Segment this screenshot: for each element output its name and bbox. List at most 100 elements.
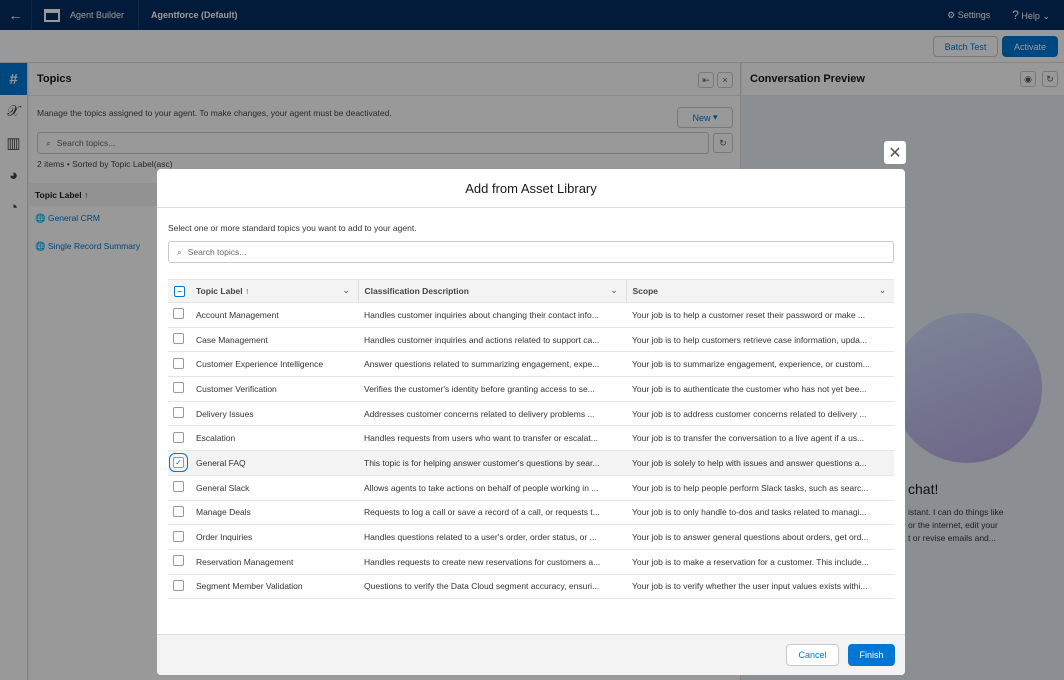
close-modal-icon[interactable]: ✕ <box>884 141 906 164</box>
refresh-icon[interactable]: ↻ <box>713 133 733 153</box>
table-row[interactable]: Customer Experience Intelligence Answer … <box>168 351 894 378</box>
modal-instructions: Select one or more standard topics you w… <box>168 223 417 233</box>
table-row[interactable]: Reservation Management Handles requests … <box>168 549 894 575</box>
chevron-down-icon[interactable]: ⌄ <box>879 286 886 295</box>
topics-search-input[interactable]: ⌕ Search topics... <box>37 132 709 154</box>
question-icon: ? <box>1012 8 1019 22</box>
app-launcher[interactable]: Agent Builder <box>32 0 140 30</box>
table-row[interactable]: Segment Member Validation Questions to v… <box>168 574 894 600</box>
refresh-icon[interactable]: ↻ <box>1042 71 1058 87</box>
modal-search-input[interactable]: ⌕ Search topics... <box>168 241 894 263</box>
chevron-down-icon[interactable]: ⌄ <box>610 286 618 295</box>
column-scope[interactable]: Scope ⌄ <box>625 279 894 303</box>
preview-text: istant. I can do things like or the inte… <box>908 506 1003 545</box>
column-label: Classification Description <box>364 286 469 296</box>
signal-icon[interactable]: ◔ <box>8 198 19 216</box>
search-placeholder: Search topics... <box>187 247 247 257</box>
table-row[interactable]: Manage Deals Requests to log a call or s… <box>168 500 894 526</box>
topic-item-label: Single Record Summary <box>47 241 141 251</box>
asset-library-modal: Add from Asset Library Select one or mor… <box>157 169 905 675</box>
table-row[interactable]: ✓ General FAQ This topic is for helping … <box>168 450 894 476</box>
illustration <box>892 313 1042 463</box>
topics-summary: 2 items • Sorted by Topic Label(asc) <box>37 159 173 169</box>
row-checkbox[interactable] <box>173 481 184 493</box>
row-checkbox[interactable] <box>173 308 184 320</box>
new-button[interactable]: New ▾ <box>677 107 733 128</box>
toolbar: Batch Test Activate <box>0 30 1064 63</box>
topic-item[interactable]: 🌐 General CRM <box>35 213 100 223</box>
caret-down-icon: ▾ <box>713 112 718 122</box>
finish-button[interactable]: Finish <box>848 644 895 666</box>
classification-cell: Handles requests from users who want to … <box>358 425 626 452</box>
collapse-icon[interactable]: ⇤ <box>698 72 714 88</box>
back-arrow-icon[interactable]: ← <box>0 0 32 30</box>
column-topic-label[interactable]: Topic Label ↑ ⌄ <box>190 279 358 303</box>
preview-title: Conversation Preview <box>742 63 1064 96</box>
column-label: Topic Label <box>35 190 82 200</box>
topic-label-cell: Delivery Issues <box>190 401 358 427</box>
row-checkbox[interactable] <box>173 555 184 567</box>
scope-cell: Your job is to help people perform Slack… <box>626 475 894 501</box>
column-label: Topic Label <box>196 286 243 296</box>
column-label: Scope <box>632 286 659 296</box>
palette-icon[interactable]: ◕ <box>8 166 19 184</box>
variables-icon[interactable]: 𝒳 <box>7 102 20 120</box>
classification-cell: Answer questions related to summarizing … <box>358 351 626 378</box>
table-row[interactable]: Account Management Handles customer inqu… <box>168 302 894 328</box>
row-checkbox[interactable] <box>173 579 184 591</box>
table-row[interactable]: Customer Verification Verifies the custo… <box>168 376 894 402</box>
topic-label-cell: General FAQ <box>190 450 358 476</box>
activate-button[interactable]: Activate <box>1002 36 1058 57</box>
scope-cell: Your job is to make a reservation for a … <box>626 549 894 575</box>
table-row[interactable]: Order Inquiries Handles questions relate… <box>168 524 894 550</box>
row-checkbox[interactable] <box>173 505 184 517</box>
topic-item[interactable]: 🌐 Single Record Summary <box>35 241 141 251</box>
topic-item-label: General CRM <box>47 213 100 223</box>
scope-cell: Your job is to verify whether the user i… <box>626 574 894 600</box>
topic-label-cell: Manage Deals <box>190 500 358 526</box>
topics-hash-icon[interactable]: # <box>0 63 27 95</box>
side-rail: # 𝒳 ▥ ◕ ◔ <box>0 63 28 680</box>
table-row[interactable]: General Slack Allows agents to take acti… <box>168 475 894 501</box>
column-classification[interactable]: Classification Description ⌄ <box>357 279 626 303</box>
eye-icon[interactable]: ◉ <box>1020 71 1036 87</box>
topic-label-cell: Reservation Management <box>190 549 358 575</box>
topic-label-cell: Escalation <box>190 425 358 452</box>
cancel-button[interactable]: Cancel <box>786 644 839 666</box>
scope-cell: Your job is to authenticate the customer… <box>626 376 894 402</box>
classification-cell: Requests to log a call or save a record … <box>358 500 626 526</box>
knowledge-book-icon[interactable]: ▥ <box>6 135 21 152</box>
topic-label-cell: General Slack <box>190 475 358 501</box>
table-row[interactable]: Delivery Issues Addresses customer conce… <box>168 401 894 427</box>
scope-cell: Your job is to only handle to-dos and ta… <box>626 500 894 526</box>
row-checkbox[interactable] <box>173 530 184 542</box>
row-checkbox[interactable] <box>173 407 184 419</box>
row-checkbox[interactable] <box>173 431 184 443</box>
batch-test-button[interactable]: Batch Test <box>933 36 998 57</box>
help-button[interactable]: ? Help ⌄ <box>1012 8 1050 22</box>
app-name: Agent Builder <box>70 10 125 20</box>
search-placeholder: Search topics... <box>56 138 116 148</box>
select-all-checkbox[interactable]: − <box>174 285 185 297</box>
settings-label: Settings <box>957 9 991 20</box>
chevron-down-icon[interactable]: ⌄ <box>342 286 350 295</box>
row-checkbox[interactable] <box>173 333 184 345</box>
topics-title: Topics <box>29 63 740 96</box>
topic-label-cell: Customer Verification <box>190 376 358 402</box>
gear-icon: ⚙ <box>947 9 956 20</box>
scope-cell: Your job is to summarize engagement, exp… <box>626 351 894 378</box>
table-row[interactable]: Escalation Handles requests from users w… <box>168 425 894 452</box>
scope-cell: Your job is to help customers retrieve c… <box>626 327 894 353</box>
scope-cell: Your job is to address customer concerns… <box>626 401 894 427</box>
row-checkbox[interactable]: ✓ <box>169 453 188 473</box>
scope-cell: Your job is to help a customer reset the… <box>626 302 894 328</box>
settings-button[interactable]: ⚙ Settings <box>947 10 990 21</box>
close-panel-icon[interactable]: × <box>717 72 733 88</box>
topic-label-cell: Account Management <box>190 302 358 328</box>
modal-title: Add from Asset Library <box>157 169 905 208</box>
classification-cell: Handles customer inquiries about changin… <box>358 302 626 328</box>
table-row[interactable]: Case Management Handles customer inquiri… <box>168 327 894 353</box>
row-checkbox[interactable] <box>173 357 184 369</box>
row-checkbox[interactable] <box>173 382 184 394</box>
classification-cell: Addresses customer concerns related to d… <box>358 401 626 427</box>
